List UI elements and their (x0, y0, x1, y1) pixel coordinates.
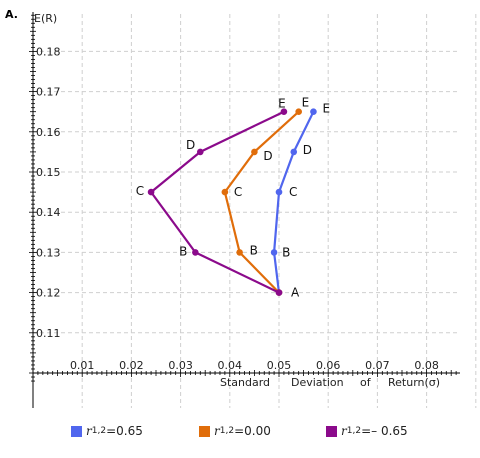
x-tick-label: 0.04 (218, 359, 243, 372)
series-line (149, 110, 285, 294)
legend-subscript: 1,2 (91, 426, 107, 436)
data-point (310, 108, 317, 115)
point-label: C (136, 184, 144, 198)
point-label: A (291, 286, 300, 300)
x-axis-title-word: Standard (220, 376, 270, 389)
data-point (295, 108, 302, 115)
data-point (236, 249, 243, 256)
legend-swatch (199, 425, 210, 437)
y-tick-label: 0.12 (36, 287, 61, 300)
legend-item: r 1,2 =0.65 (71, 424, 143, 438)
legend-swatch (326, 425, 337, 437)
x-axis-title: Standard Deviation of Return(σ) (220, 376, 440, 389)
grid (33, 14, 477, 408)
x-tick-label: 0.08 (414, 359, 439, 372)
y-tick-label: 0.11 (36, 327, 61, 340)
data-point (275, 188, 283, 196)
legend-subscript: 1,2 (219, 426, 235, 436)
y-axis-title: E(R) (34, 12, 57, 25)
y-tick-label: 0.18 (36, 45, 61, 58)
point-label: E (322, 102, 330, 116)
x-tick-label: 0.06 (316, 359, 341, 372)
point-label: B (250, 243, 258, 257)
point-label: E (302, 96, 310, 110)
legend-value: =– 0.65 (361, 424, 408, 438)
legend-symbol: r (214, 424, 220, 438)
y-tick-label: 0.14 (36, 206, 61, 219)
point-label: E (278, 97, 286, 111)
x-tick-label: 0.01 (70, 359, 95, 372)
x-axis-title-word: Return(σ) (388, 376, 440, 389)
data-point (192, 249, 199, 256)
data-point (270, 249, 278, 256)
x-tick-label: 0.02 (119, 359, 144, 372)
series-line (272, 111, 315, 293)
axes (29, 12, 460, 408)
point-label: B (282, 245, 290, 259)
x-tick-label: 0.05 (267, 359, 292, 372)
legend-symbol: r (341, 424, 347, 438)
series-line (223, 110, 300, 294)
data-point (251, 148, 258, 156)
legend-swatch (71, 425, 82, 437)
data-point (290, 148, 298, 156)
data-point (280, 108, 288, 115)
legend-symbol: r (86, 424, 92, 438)
legend-value: =0.00 (234, 424, 271, 438)
point-label: B (179, 244, 187, 258)
x-axis-title-word: Deviation (291, 376, 344, 389)
point-label: D (186, 138, 195, 152)
point-label: C (234, 185, 242, 199)
legend-item: r 1,2 =– 0.65 (326, 424, 408, 438)
tick-labels: 0.01 0.02 0.03 0.04 0.05 0.06 0.07 0.08 0.11 0.12… (36, 45, 439, 372)
y-tick-label: 0.17 (36, 86, 61, 99)
point-label: C (289, 185, 297, 199)
point-label: D (263, 149, 272, 163)
x-tick-label: 0.03 (168, 359, 193, 372)
series-group: ABCDEABCDEABCDE (136, 96, 330, 300)
data-point (196, 148, 204, 156)
data-point (275, 289, 283, 296)
data-point (147, 188, 155, 196)
y-tick-label: 0.13 (36, 246, 61, 259)
point-label: D (303, 143, 312, 157)
x-axis-title-word: of (360, 376, 372, 389)
y-tick-label: 0.15 (36, 166, 61, 179)
legend-subscript: 1,2 (346, 426, 362, 436)
y-tick-label: 0.16 (36, 126, 61, 139)
legend-value: =0.65 (106, 424, 143, 438)
panel-label: A. (5, 8, 18, 21)
x-tick-label: 0.07 (365, 359, 390, 372)
data-point (221, 188, 229, 196)
legend-item: r 1,2 =0.00 (199, 424, 271, 438)
series-0: A B C D E (270, 102, 330, 300)
